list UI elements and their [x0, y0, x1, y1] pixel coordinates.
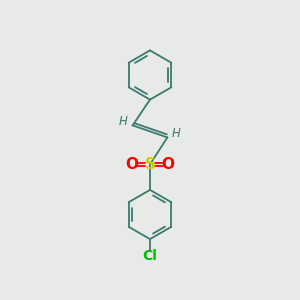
- Text: O: O: [161, 157, 175, 172]
- Text: S: S: [145, 157, 155, 172]
- Text: H: H: [119, 115, 128, 128]
- Text: H: H: [172, 127, 181, 140]
- Text: O: O: [125, 157, 139, 172]
- Text: Cl: Cl: [142, 249, 158, 262]
